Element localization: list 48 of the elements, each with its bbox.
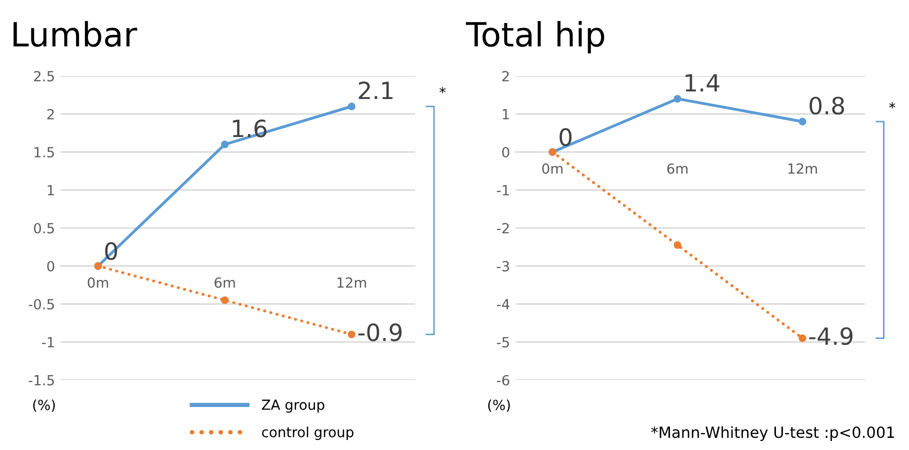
data-label: 0 <box>560 128 572 146</box>
chart-title: Lumbar <box>14 21 138 47</box>
data-label: -4.9 <box>809 327 852 346</box>
y-tick-label: 2 <box>47 108 54 120</box>
data-label: 1.6 <box>232 120 266 138</box>
y-tick-label: -2 <box>496 222 509 234</box>
data-label: 1.4 <box>686 74 720 92</box>
text: * <box>440 86 446 94</box>
y-tick-label: -6 <box>496 374 510 386</box>
y-axis-title: (%) <box>488 399 510 412</box>
y-axis-title: (%) <box>33 399 55 412</box>
point <box>221 140 229 148</box>
x-tick-label: 12m <box>788 163 817 174</box>
y-tick-label: 2 <box>502 70 509 82</box>
point <box>348 330 356 338</box>
y-tick-label: -1.5 <box>28 375 54 386</box>
y-tick-label: 0 <box>47 260 54 272</box>
y-tick-label: 2.5 <box>34 70 54 82</box>
y-tick-label: -0.5 <box>28 298 54 310</box>
x-tick-label: 0m <box>542 163 563 174</box>
y-tick-label: -1 <box>496 185 509 196</box>
x-tick-label: 6m <box>214 277 235 288</box>
point <box>798 334 806 342</box>
point <box>674 241 682 249</box>
y-tick-label: 1 <box>48 185 54 196</box>
y-tick-label: -1 <box>42 337 54 348</box>
point <box>348 102 356 110</box>
legend-label: control group <box>262 426 354 440</box>
y-tick-label: 0.5 <box>34 222 54 234</box>
y-tick-label: 1 <box>502 109 509 120</box>
chart-title: Total hip <box>466 21 604 54</box>
data-label: 0.8 <box>810 96 844 115</box>
text: *Mann-Whitney U-test :p<0.001 <box>651 426 894 441</box>
y-tick-label: 0 <box>502 146 510 158</box>
data-label: 2.1 <box>358 82 393 100</box>
legend-label: ZA group <box>262 400 324 413</box>
x-tick-label: 12m <box>338 277 366 288</box>
text: * <box>889 102 896 109</box>
point <box>221 296 229 304</box>
data-label: -0.9 <box>358 323 402 342</box>
point <box>674 94 682 103</box>
x-tick-label: 0m <box>88 277 108 288</box>
y-tick-label: -5 <box>496 337 509 348</box>
x-tick-label: 6m <box>667 163 688 174</box>
y-tick-label: -3 <box>496 260 510 272</box>
y-tick-label: -4 <box>496 299 510 310</box>
y-tick-label: 1.5 <box>34 147 54 158</box>
point <box>798 118 806 126</box>
